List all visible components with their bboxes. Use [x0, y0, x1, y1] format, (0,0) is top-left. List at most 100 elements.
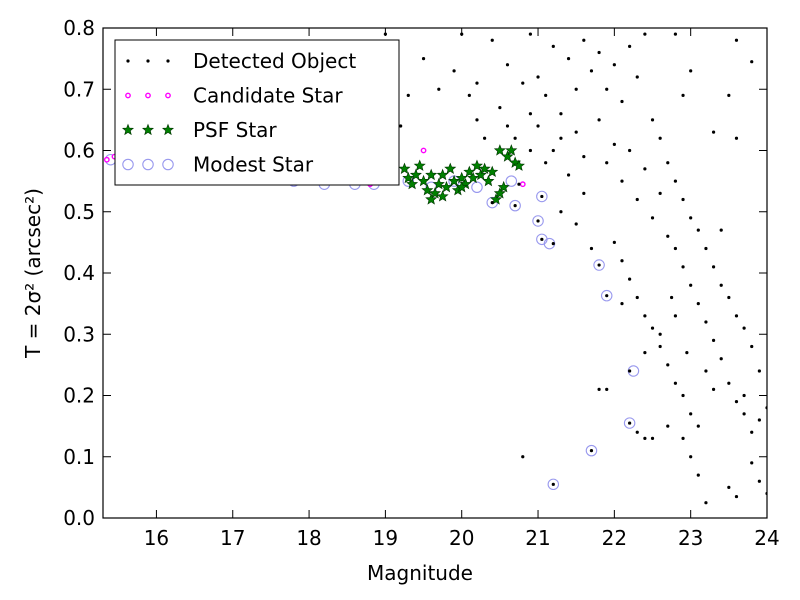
data-point	[528, 32, 533, 36]
data-point	[490, 193, 503, 205]
data-point	[704, 501, 708, 505]
data-point	[402, 171, 415, 184]
legend-marker	[165, 92, 171, 99]
x-tick-label: 22	[602, 526, 627, 550]
data-point	[696, 424, 700, 428]
x-tick-label: 23	[678, 526, 703, 550]
series-psf-star	[398, 144, 525, 205]
data-point	[463, 165, 476, 178]
data-point	[742, 393, 746, 398]
legend-marker	[142, 158, 154, 171]
data-point	[750, 60, 754, 64]
data-point	[643, 32, 647, 36]
data-point	[406, 177, 419, 190]
data-point	[681, 393, 685, 398]
data-point	[519, 181, 526, 188]
y-tick-label: 0.1	[63, 445, 95, 469]
data-point	[452, 69, 456, 73]
data-point	[467, 93, 471, 97]
data-point	[669, 295, 674, 300]
legend-label: Modest Star	[193, 153, 314, 177]
data-point	[585, 444, 598, 457]
data-point	[582, 155, 586, 159]
data-point	[620, 99, 624, 104]
data-point	[421, 57, 426, 61]
data-point	[475, 118, 479, 122]
data-point	[612, 142, 616, 146]
data-point	[420, 147, 427, 154]
legend-marker	[126, 59, 130, 63]
data-point	[635, 430, 639, 434]
data-point	[643, 436, 647, 440]
y-tick-label: 0.3	[63, 322, 95, 346]
data-point	[658, 191, 662, 195]
data-point	[559, 210, 563, 214]
data-point	[711, 130, 716, 134]
data-point	[471, 181, 483, 194]
data-point	[566, 173, 571, 177]
axes: 16 17 18 19 20 21 22 23 24 0.0 0.1 0.2 0.3 0.4 0.5 0.6 0…	[21, 16, 780, 585]
series-detected-object	[360, 32, 767, 505]
data-point	[734, 38, 739, 42]
y-tick-label: 0.7	[63, 77, 95, 101]
data-point	[589, 449, 594, 453]
data-point	[628, 421, 632, 425]
data-point	[681, 436, 685, 440]
legend-marker	[146, 59, 150, 63]
data-point	[628, 44, 632, 48]
data-point	[635, 295, 639, 300]
data-point	[597, 387, 601, 391]
data-point	[582, 191, 586, 195]
data-point	[513, 136, 517, 140]
data-point	[685, 351, 689, 355]
y-axis-title: T = 2σ² (arcsec²)	[21, 188, 45, 359]
y-tick-label: 0.0	[63, 506, 95, 530]
data-point	[666, 363, 670, 367]
legend-entry: Modest Star	[122, 153, 314, 177]
data-point	[628, 277, 632, 281]
data-point	[517, 182, 521, 186]
x-tick-label: 20	[449, 526, 474, 550]
data-point	[734, 314, 739, 318]
data-point	[734, 494, 739, 499]
data-point	[727, 93, 731, 97]
legend-entry: Detected Object	[126, 49, 356, 73]
data-point	[696, 473, 700, 477]
data-point	[425, 168, 438, 181]
data-point	[406, 93, 410, 97]
data-point	[582, 38, 586, 42]
data-point	[605, 294, 609, 298]
data-point	[475, 81, 479, 85]
data-point	[478, 162, 491, 174]
data-point	[757, 369, 761, 373]
data-point	[493, 144, 506, 156]
y-tick-label: 0.8	[63, 16, 95, 40]
data-point	[750, 430, 754, 434]
x-tick-label: 21	[525, 526, 550, 550]
data-point	[742, 326, 746, 330]
data-point	[673, 246, 678, 251]
data-point	[727, 381, 731, 385]
data-point	[673, 381, 678, 385]
data-point	[612, 63, 616, 67]
data-point	[757, 479, 761, 483]
data-point	[528, 148, 533, 153]
data-point	[727, 295, 731, 300]
data-point	[589, 246, 594, 251]
data-point	[727, 485, 731, 489]
data-point	[413, 159, 426, 171]
data-point	[532, 215, 544, 227]
y-tick-label: 0.4	[63, 261, 95, 285]
data-point	[470, 159, 483, 171]
data-point	[444, 162, 457, 174]
data-point	[536, 190, 548, 203]
data-point	[448, 174, 461, 187]
data-point	[521, 81, 525, 85]
data-point	[628, 369, 632, 373]
data-point	[635, 75, 639, 79]
data-point	[605, 87, 609, 91]
data-point	[643, 167, 647, 171]
data-point	[658, 344, 662, 349]
y-tick-label: 0.2	[63, 384, 95, 408]
data-point	[483, 136, 487, 140]
